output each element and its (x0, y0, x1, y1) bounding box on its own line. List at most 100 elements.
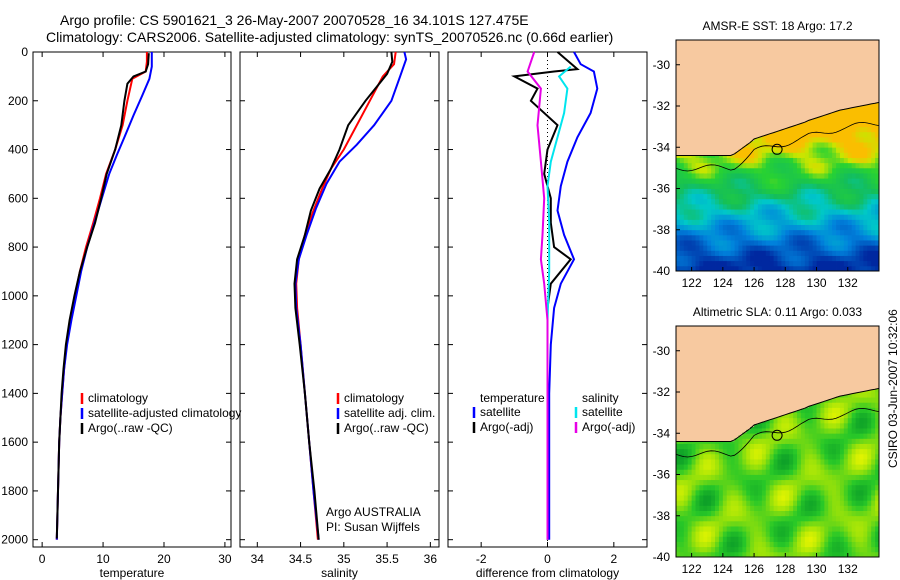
sla-map-cell (699, 536, 704, 542)
sst-map-cell (804, 219, 810, 225)
sst-map-cell (839, 188, 845, 195)
sla-map-cell (785, 495, 790, 501)
sst-map-cell (761, 219, 767, 225)
sla-map-cell (793, 541, 798, 548)
sst-map-cell (687, 157, 693, 164)
sst-map-cell (859, 234, 864, 241)
sla-map-cell (820, 417, 825, 424)
sst-map-cell (687, 240, 693, 246)
sst-map-cell (820, 178, 825, 184)
sst-map-cell (832, 219, 837, 225)
sst-map-cell (750, 229, 755, 236)
sst-map-cell (793, 240, 798, 246)
sst-map-cell (742, 152, 747, 158)
sla-map-cell (742, 531, 747, 537)
sla-map-cell (695, 441, 700, 444)
sla-map-cell (687, 546, 693, 553)
sla-map-cell (828, 422, 833, 429)
sla-map-cell (711, 469, 716, 475)
sst-map-cell (738, 265, 743, 272)
sst-map-cell (832, 157, 837, 164)
sla-map-cell (746, 505, 751, 511)
sst-map-cell (816, 142, 821, 148)
sst-map-cell (863, 214, 868, 220)
sla-map-cell (750, 474, 755, 481)
sla-map-cell (851, 526, 856, 532)
sst-map-cell (769, 136, 774, 143)
difference-panel-series-1-line (548, 51, 599, 540)
sla-map-cell (812, 484, 817, 491)
sla-map-cell (683, 500, 689, 506)
sst-map-cell (843, 255, 849, 262)
sst-map-cell (859, 219, 864, 225)
sla-map-cell (718, 520, 724, 527)
sla-map-cell (828, 459, 833, 465)
sla-map-cell (734, 438, 739, 444)
sst-map-cell (781, 245, 786, 251)
sst-map-cell (855, 142, 860, 148)
sla-map-cell (765, 484, 771, 491)
sst-map-cell (847, 152, 853, 158)
sla-map-cell (812, 551, 817, 558)
sst-map-cell (797, 245, 802, 251)
sst-map-cell (683, 224, 689, 231)
sla-map-cell (847, 526, 853, 532)
sst-map-cell (695, 173, 700, 179)
sla-map-cell (867, 474, 872, 481)
sst-map-cell (875, 121, 880, 128)
sst-map-cell (797, 240, 802, 246)
sla-map-coastline (676, 387, 880, 442)
sla-map-cell (871, 520, 876, 527)
sla-map-cell (679, 474, 685, 481)
sst-map-cell (804, 240, 810, 246)
sst-map-cell (754, 265, 759, 272)
temperature-legend-item-label: Argo(..raw -QC) (88, 421, 173, 435)
sla-map-cell (875, 479, 880, 486)
sla-map-cell (859, 397, 864, 403)
sla-map-cell (808, 428, 814, 434)
sla-map-cell (824, 541, 829, 548)
sla-map-cell (863, 438, 868, 444)
sst-map-cell (828, 147, 833, 153)
sla-map-cell (808, 405, 814, 408)
sst-map-cell (683, 219, 689, 225)
sst-map-cell (715, 265, 720, 272)
sst-map-cell (777, 130, 782, 133)
sst-map-cell (757, 198, 763, 205)
sst-map-cell (875, 111, 880, 117)
sla-map-cell (804, 433, 810, 439)
sst-map-cell (777, 178, 782, 184)
difference-legend-temp-satellite-label: satellite (480, 405, 521, 419)
sst-map-cell (871, 152, 876, 158)
sst-map-cell (843, 229, 849, 236)
sst-map-cell (691, 183, 696, 189)
sst-map-cell (859, 162, 864, 169)
sst-map-cell (824, 245, 829, 251)
sla-map-cell (797, 459, 802, 465)
sla-map-cell (781, 536, 786, 542)
sst-map-cell (707, 245, 712, 251)
sla-map-cell (746, 448, 751, 455)
sst-map-cell (785, 209, 790, 215)
sst-map-cell (761, 229, 767, 236)
sla-map-cell (843, 433, 849, 439)
sla-map-cell (847, 541, 853, 548)
sst-map-xtick-label: 126 (744, 276, 764, 290)
sst-map-cell (695, 155, 700, 158)
sst-map-cell (769, 173, 774, 179)
sst-map-cell (851, 131, 856, 138)
sla-map-cell (679, 546, 685, 553)
sla-map-cell (808, 484, 814, 491)
sla-map-cell (785, 546, 790, 553)
sla-map-cell (679, 515, 685, 522)
sst-map-cell (855, 229, 860, 236)
sla-map-cell (855, 438, 860, 444)
sla-map-cell (855, 531, 860, 537)
sst-map-cell (785, 173, 790, 179)
sst-map-cell (800, 162, 806, 169)
sst-map-cell (843, 111, 849, 117)
sla-map-cell (828, 412, 833, 419)
sst-map-cell (754, 178, 759, 184)
sst-map-cell (793, 125, 798, 128)
sst-map-cell (715, 214, 720, 220)
